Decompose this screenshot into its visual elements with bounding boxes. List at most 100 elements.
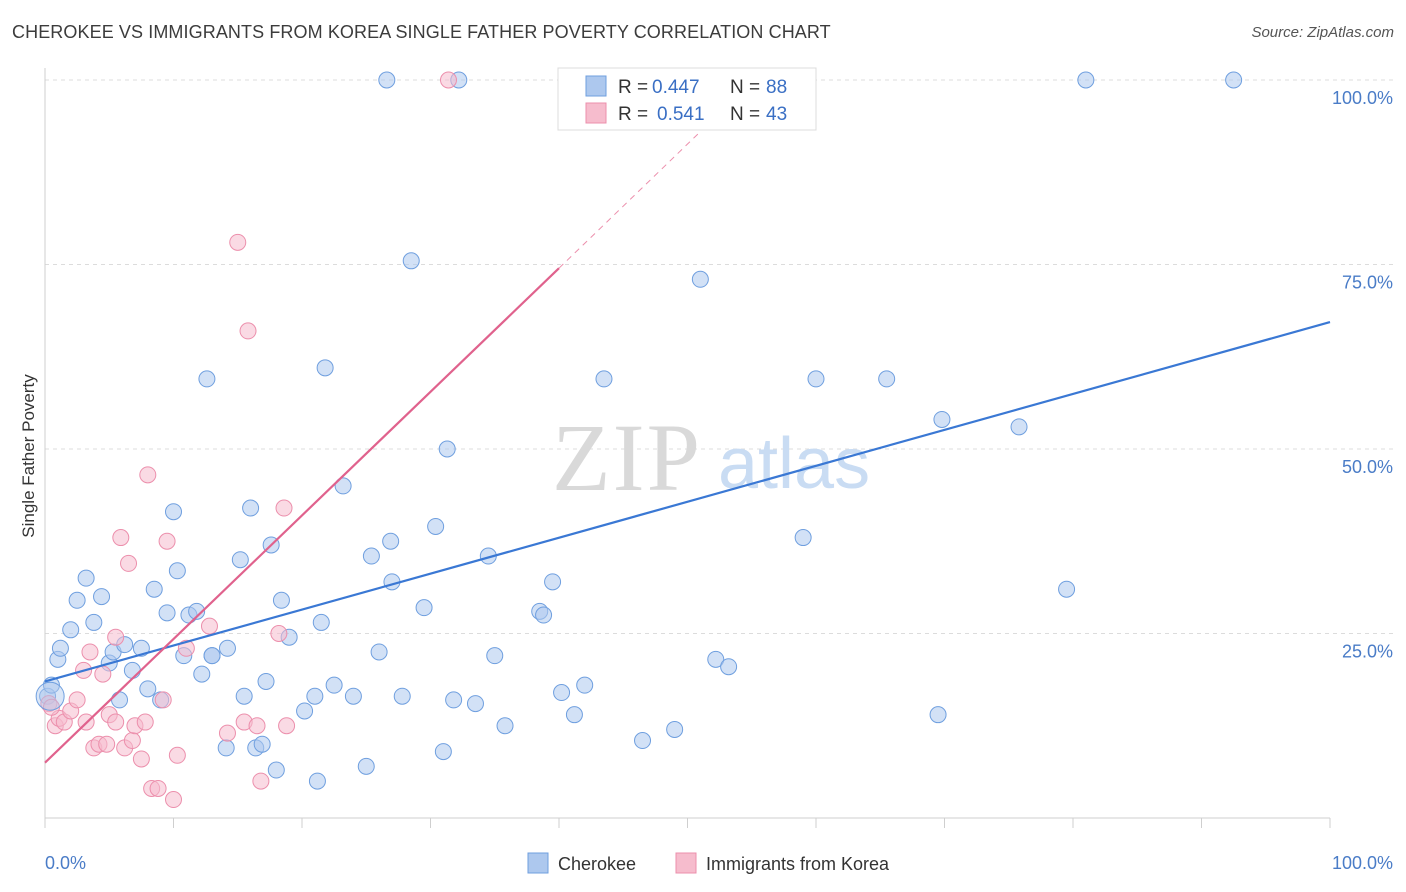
korea-point xyxy=(218,724,236,742)
cherokee-point xyxy=(427,517,445,535)
korea-point xyxy=(107,713,125,731)
y-tick-label: 75.0% xyxy=(1342,273,1393,293)
cherokee-point xyxy=(217,739,235,757)
cherokee-point xyxy=(139,680,157,698)
cherokee-point xyxy=(218,639,236,657)
korea-point xyxy=(112,529,130,547)
watermark-atlas: atlas xyxy=(718,424,870,504)
cherokee-point xyxy=(253,735,271,753)
cherokee-point xyxy=(158,604,176,622)
legend-swatch-korea xyxy=(675,852,697,874)
cherokee-point xyxy=(634,732,652,750)
x-tick-label: 0.0% xyxy=(45,853,86,873)
korea-point xyxy=(94,665,112,683)
cherokee-point xyxy=(165,503,182,521)
stats-r-label-cherokee: R = xyxy=(618,77,648,98)
cherokee-point xyxy=(794,529,812,547)
korea-point xyxy=(136,713,154,731)
korea-point xyxy=(132,750,150,768)
cherokee-point xyxy=(242,499,260,517)
cherokee-point xyxy=(933,410,951,428)
cherokee-point xyxy=(445,691,463,709)
cherokee-point xyxy=(325,676,343,694)
cherokee-point xyxy=(1058,580,1076,598)
korea-trend-extension xyxy=(558,131,701,269)
cherokee-point xyxy=(296,702,314,720)
legend-label-korea: Immigrants from Korea xyxy=(706,854,890,874)
chart-source: Source: ZipAtlas.com xyxy=(1251,24,1394,41)
cherokee-point xyxy=(434,743,452,761)
cherokee-point xyxy=(51,639,69,657)
legend-swatch-cherokee xyxy=(527,852,549,874)
korea-point xyxy=(107,628,125,646)
korea-point xyxy=(165,791,182,809)
cherokee-point xyxy=(357,757,375,775)
cherokee-point xyxy=(168,562,186,580)
y-tick-label: 25.0% xyxy=(1342,642,1393,662)
stats-n-label-korea: N = xyxy=(730,104,760,125)
legend: Cherokee Immigrants from Korea xyxy=(527,852,890,874)
cherokee-point xyxy=(62,621,80,639)
korea-point xyxy=(98,735,116,753)
cherokee-point xyxy=(198,370,216,388)
korea-point xyxy=(154,691,172,709)
chart-title: CHEROKEE VS IMMIGRANTS FROM KOREA SINGLE… xyxy=(12,22,831,42)
cherokee-point xyxy=(1225,71,1243,89)
stats-r-value-cherokee: 0.447 xyxy=(652,77,700,98)
cherokee-point xyxy=(85,613,103,631)
korea-point xyxy=(158,532,176,550)
grid xyxy=(45,79,1393,634)
korea-point xyxy=(275,499,293,517)
cherokee-point xyxy=(188,602,206,620)
korea-point xyxy=(239,322,257,340)
cherokee-point xyxy=(123,661,141,679)
cherokee-point xyxy=(382,532,400,550)
y-axis-label: Single Father Poverty xyxy=(19,374,38,538)
cherokee-point xyxy=(272,591,290,609)
cherokee-point xyxy=(691,270,709,288)
korea-point xyxy=(81,643,99,661)
trend-lines xyxy=(44,131,1331,764)
tick-labels: 25.0% 50.0% 75.0% 100.0% 0.0% 100.0% xyxy=(45,88,1393,873)
cherokee-point xyxy=(111,691,129,709)
cherokee-point xyxy=(145,580,163,598)
cherokee-point xyxy=(231,551,249,569)
cherokee-point xyxy=(486,647,504,665)
korea-point xyxy=(120,554,138,572)
y-tick-label: 100.0% xyxy=(1332,88,1393,108)
stats-n-value-korea: 43 xyxy=(766,104,787,125)
stats-legend-box: R = 0.447 N = 88 R = 0.541 N = 43 xyxy=(557,67,817,131)
cherokee-point xyxy=(553,684,571,702)
cherokee-point xyxy=(576,676,594,694)
cherokee-trend-line xyxy=(44,321,1331,683)
cherokee-point xyxy=(93,588,111,606)
korea-point xyxy=(252,772,270,790)
korea-point xyxy=(177,639,195,657)
cherokee-point xyxy=(929,706,947,724)
cherokee-point xyxy=(438,440,456,458)
cherokee-point xyxy=(316,359,334,377)
korea-point xyxy=(278,717,296,735)
cherokee-point xyxy=(308,772,326,790)
cherokee-point xyxy=(378,71,396,89)
cherokee-point xyxy=(193,665,211,683)
cherokee-point xyxy=(666,720,684,738)
cherokee-point xyxy=(393,687,411,705)
korea-trend-line xyxy=(44,267,560,764)
cherokee-point xyxy=(370,643,388,661)
korea-point xyxy=(229,233,247,251)
cherokee-point xyxy=(878,370,896,388)
cherokee-point xyxy=(334,477,352,495)
legend-label-cherokee: Cherokee xyxy=(558,854,636,874)
cherokee-point xyxy=(68,591,86,609)
cherokee-point xyxy=(595,370,613,388)
korea-point xyxy=(248,717,266,735)
cherokee-point xyxy=(720,658,738,676)
cherokee-point xyxy=(535,606,553,624)
cherokee-point xyxy=(496,717,514,735)
cherokee-point xyxy=(807,370,825,388)
cherokee-point xyxy=(312,613,330,631)
korea-point xyxy=(149,779,167,797)
korea-point xyxy=(439,71,457,89)
